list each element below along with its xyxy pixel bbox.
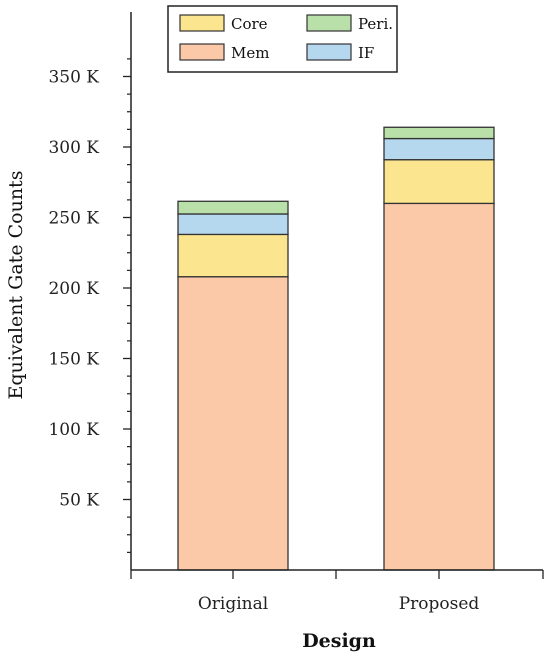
bar-mem-proposed [383, 202, 495, 571]
y-axis-title: Equivalent Gate Counts [5, 171, 27, 400]
y-tick-label: 250 K [48, 209, 99, 229]
legend-label: Peri. [358, 15, 393, 33]
bars-layer [177, 126, 495, 571]
bar-if-proposed [383, 137, 495, 161]
axes-layer: 50 K 100 K 150 K 200 K 250 K 300 K 350 K Origin… [48, 12, 544, 614]
bar-core-original [177, 233, 289, 278]
y-tick-label: 50 K [59, 491, 99, 511]
x-tick-label: Proposed [399, 594, 480, 614]
y-tick-label: 150 K [48, 350, 99, 370]
legend-swatch [179, 14, 225, 32]
y-tick-label: 350 K [48, 68, 99, 88]
bar-peri-original [177, 200, 289, 215]
y-tick-label: 200 K [48, 279, 99, 299]
bar-core-proposed [383, 159, 495, 205]
x-tick-label: Original [198, 594, 268, 614]
legend-label: Mem [231, 44, 269, 62]
legend-swatch [306, 14, 352, 32]
bar-mem-original [177, 276, 289, 571]
legend-label: Core [231, 15, 268, 33]
y-tick-label: 100 K [48, 420, 99, 440]
legend: Core Peri. Mem IF [167, 5, 398, 73]
legend-swatch [179, 43, 225, 61]
legend-swatch [306, 43, 352, 61]
bar-if-original [177, 213, 289, 236]
bar-peri-proposed [383, 126, 495, 140]
y-tick-label: 300 K [48, 138, 99, 158]
legend-label: IF [358, 44, 374, 62]
x-axis-title: Design [302, 630, 376, 652]
